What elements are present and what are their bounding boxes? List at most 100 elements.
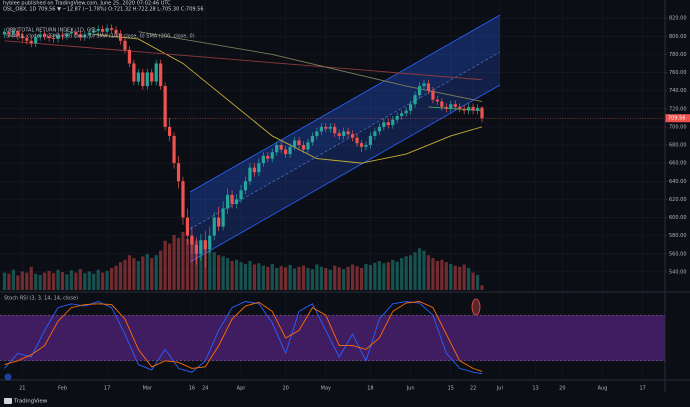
volume-bar <box>373 262 377 290</box>
volume-bar <box>261 265 265 290</box>
volume-bar <box>431 258 435 290</box>
candle-body <box>118 33 123 41</box>
volume-bar <box>132 258 136 290</box>
volume-bar <box>163 240 167 290</box>
tradingview-logo[interactable]: TradingView <box>13 399 48 405</box>
candle-body <box>78 34 82 38</box>
volume-bar <box>145 254 149 290</box>
candle-body <box>234 199 239 204</box>
candle-body <box>261 155 265 164</box>
x-tick-label: Feb <box>58 386 67 392</box>
candle-body <box>74 31 78 35</box>
candle-body <box>297 140 301 145</box>
volume-bar <box>243 263 248 290</box>
volume-bar <box>404 256 408 290</box>
volume-bar <box>284 267 288 290</box>
volume-bar <box>141 256 145 290</box>
indicators-legend: SMA (9, close, 0) SMA (50, close, 0) SMA… <box>6 34 195 40</box>
x-tick-label: May <box>321 386 331 392</box>
volume-bar <box>467 267 471 290</box>
candle-layer <box>2 24 484 268</box>
volume-bar <box>386 262 390 290</box>
candle-body <box>145 72 149 87</box>
x-tick-label: 21 <box>19 386 25 392</box>
channel-upper-line <box>189 14 501 193</box>
volume-bar <box>65 274 69 290</box>
x-tick-label: 20 <box>282 386 288 392</box>
volume-bar <box>185 238 190 290</box>
volume-bar <box>409 255 413 290</box>
volume-bar <box>136 261 140 290</box>
x-tick-label: Apr <box>237 386 247 392</box>
candle-body <box>11 30 15 34</box>
volume-bar <box>96 269 100 290</box>
volume-bar <box>181 232 185 290</box>
volume-bar <box>279 266 283 290</box>
candle-body <box>2 31 7 35</box>
candle-body <box>69 31 74 34</box>
candle-body <box>92 30 96 33</box>
volume-bar <box>2 272 7 290</box>
candle-body <box>252 167 256 173</box>
volume-bar <box>150 258 154 290</box>
volume-bar <box>458 266 462 290</box>
volume-bar <box>426 255 431 290</box>
candle-body <box>377 126 381 132</box>
candle-body <box>87 32 91 36</box>
x-tick-label: Jul <box>496 386 503 392</box>
volume-bar <box>47 270 51 290</box>
volume-bar <box>440 259 444 290</box>
volume-bar <box>239 262 243 290</box>
y-tick-label: 580.00 <box>669 233 687 239</box>
volume-bar <box>337 267 341 290</box>
candle-body <box>422 83 426 87</box>
candle-body <box>203 240 207 250</box>
candle-body <box>7 31 11 34</box>
volume-bar <box>43 272 47 290</box>
volume-bar <box>92 273 96 290</box>
candle-body <box>221 208 225 227</box>
candle-body <box>230 194 234 204</box>
candle-body <box>342 131 346 136</box>
y-tick-label: 600.00 <box>669 215 687 221</box>
candle-body <box>257 163 261 173</box>
y-tick-label: 620.00 <box>669 197 687 203</box>
volume-bar <box>172 234 176 290</box>
volume-bar <box>248 261 252 290</box>
volume-bar <box>60 272 65 290</box>
parallel-channel <box>189 14 501 263</box>
candle-body <box>449 104 453 109</box>
volume-bar <box>105 270 109 290</box>
x-tick-label: Aug <box>598 386 608 392</box>
candle-body <box>475 107 480 111</box>
candle-body <box>355 137 359 144</box>
channel-lower-line <box>189 84 501 263</box>
channel-upper-half <box>190 15 500 229</box>
candle-body <box>440 101 444 107</box>
volume-bar <box>475 274 480 290</box>
volume-bar <box>310 269 315 290</box>
volume-bar <box>29 266 33 290</box>
y-tick-label: 720.00 <box>669 106 687 112</box>
volume-bar <box>346 266 350 290</box>
volume-bar <box>382 263 386 290</box>
annotation-circle <box>471 298 481 316</box>
candle-body <box>350 134 355 138</box>
volume-bar <box>377 261 381 290</box>
candle-body <box>386 122 390 126</box>
volume-bar <box>480 285 484 290</box>
volume-bar <box>435 261 439 290</box>
logo-icon <box>4 398 12 404</box>
stoch-line <box>4 301 483 375</box>
candle-body <box>284 149 288 155</box>
candle-body <box>346 131 350 135</box>
candle-body <box>20 36 24 39</box>
candle-body <box>288 146 292 155</box>
volume-bar <box>342 269 346 290</box>
volume-bar <box>208 249 212 290</box>
candle-body <box>114 29 118 34</box>
x-tick-label: 16 <box>189 386 195 392</box>
candle-body <box>185 217 190 236</box>
volume-bar <box>462 264 466 290</box>
